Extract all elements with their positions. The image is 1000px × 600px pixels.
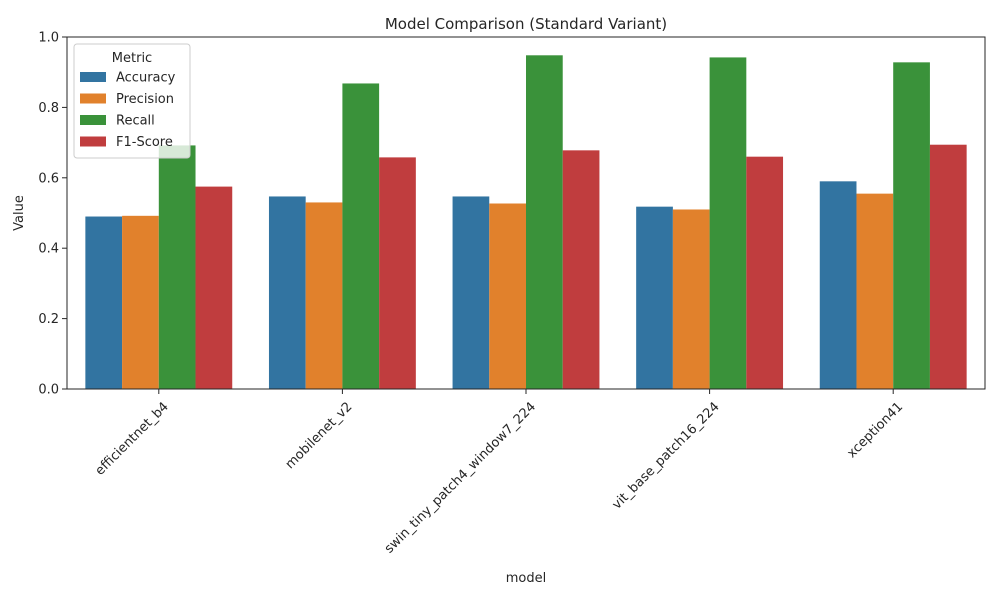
bar-accuracy-3 (636, 206, 673, 389)
legend-swatch (80, 72, 106, 82)
bar-f1-score-2 (562, 150, 600, 389)
y-tick-label: 0.0 (38, 383, 59, 398)
bar-recall-3 (709, 57, 747, 390)
y-axis: 0.0 0.2 0.4 0.6 0.8 1.0 (38, 31, 67, 398)
bar-f1-score-4 (929, 144, 967, 389)
bar-recall-2 (526, 55, 563, 390)
legend-swatch (80, 115, 106, 125)
y-tick-label: 0.4 (38, 242, 59, 257)
bar-accuracy-4 (819, 181, 857, 389)
legend-swatch (80, 93, 106, 104)
bar-recall-4 (893, 62, 930, 390)
bar-accuracy-1 (268, 196, 306, 389)
legend-title: Metric (112, 51, 152, 66)
legend-label: Recall (116, 114, 155, 129)
bar-recall-0 (158, 145, 196, 389)
bars-group (85, 55, 967, 390)
bar-recall-1 (342, 83, 380, 390)
y-tick-label: 0.6 (38, 171, 59, 186)
y-axis-label: Value (12, 195, 27, 231)
legend-items: Accuracy Precision Recall F1-Score (80, 71, 176, 150)
bar-f1-score-3 (746, 156, 784, 389)
bar-f1-score-1 (379, 157, 416, 389)
y-tick-label: 1.0 (38, 31, 59, 46)
bar-precision-4 (856, 193, 894, 389)
y-tick-label: 0.8 (38, 101, 59, 116)
legend-label: F1-Score (116, 135, 173, 150)
bar-precision-1 (305, 202, 343, 389)
x-axis-label: model (506, 571, 546, 586)
bar-precision-0 (122, 215, 159, 389)
legend-swatch (80, 136, 106, 147)
bar-accuracy-2 (452, 196, 490, 389)
y-tick-label: 0.2 (38, 312, 59, 327)
bar-accuracy-0 (85, 216, 123, 389)
legend: Metric Accuracy Precision Recall F1-Score (73, 43, 191, 159)
bar-precision-3 (672, 209, 710, 389)
bar-precision-2 (489, 203, 526, 389)
legend-label: Precision (116, 92, 174, 107)
bar-f1-score-0 (195, 186, 233, 389)
chart-title: Model Comparison (Standard Variant) (385, 15, 667, 33)
plot-frame (66, 36, 986, 390)
legend-label: Accuracy (116, 71, 176, 86)
